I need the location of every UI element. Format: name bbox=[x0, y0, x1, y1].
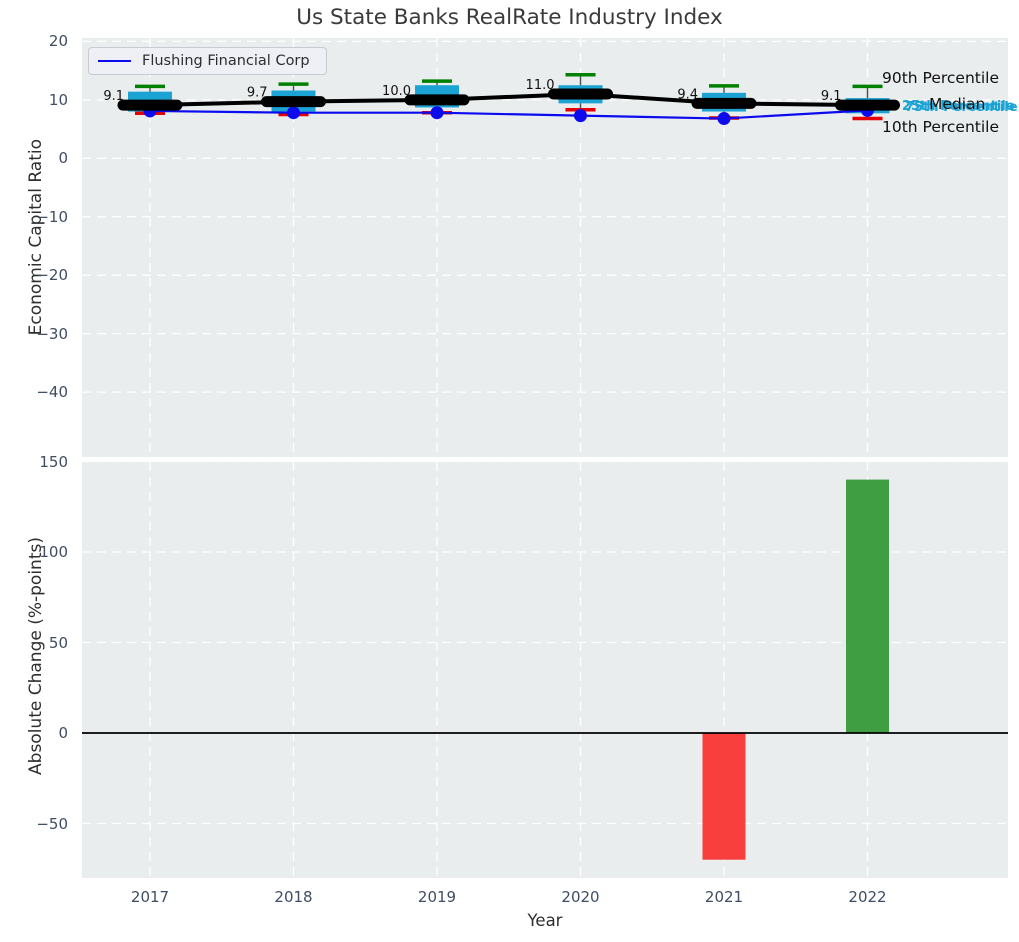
company-point bbox=[717, 112, 731, 126]
y-tick-label: −40 bbox=[36, 383, 68, 402]
y-tick-label: −10 bbox=[36, 207, 68, 226]
median-marker bbox=[691, 97, 757, 109]
y-tick-label: −30 bbox=[36, 324, 68, 343]
x-tick-label: 2018 bbox=[274, 888, 313, 906]
y-tick-label: 10 bbox=[48, 90, 68, 109]
chart-title: Us State Banks RealRate Industry Index bbox=[296, 5, 723, 30]
y-tick-label: 50 bbox=[48, 633, 68, 652]
company-point bbox=[574, 109, 587, 123]
median-value-label: 9.1 bbox=[103, 89, 124, 104]
y-tick-label: 150 bbox=[39, 452, 68, 471]
annotation-10th-percentile: 10th Percentile bbox=[882, 118, 1000, 136]
median-marker bbox=[404, 94, 470, 106]
median-marker bbox=[835, 99, 900, 111]
median-marker bbox=[117, 99, 183, 111]
x-tick-label: 2020 bbox=[561, 888, 600, 906]
legend-line-swatch bbox=[98, 60, 131, 62]
median-value-label: 9.7 bbox=[247, 86, 268, 101]
legend-label: Flushing Financial Corp bbox=[142, 53, 310, 69]
median-marker bbox=[261, 96, 326, 108]
annotation-median: Median bbox=[929, 95, 986, 113]
median-value-label: 11.0 bbox=[526, 78, 555, 93]
change-bar bbox=[702, 733, 746, 860]
y-tick-label: 100 bbox=[39, 543, 68, 561]
annotation-75th-percentile: 75th Percentile bbox=[905, 100, 1018, 115]
y-axis-label-top: Economic Capital Ratio bbox=[26, 139, 46, 336]
change-bar bbox=[846, 479, 889, 733]
legend: Flushing Financial Corp bbox=[88, 47, 327, 75]
annotation-90th-percentile: 90th Percentile bbox=[882, 69, 1000, 87]
median-value-label: 9.1 bbox=[821, 89, 842, 104]
company-point bbox=[287, 106, 300, 120]
x-axis-label: Year bbox=[527, 911, 563, 930]
x-tick-label: 2017 bbox=[130, 888, 170, 906]
median-value-label: 9.4 bbox=[677, 87, 698, 102]
company-point bbox=[430, 106, 444, 120]
y-tick-label: 0 bbox=[58, 149, 68, 168]
annotation-25th-percentile: 25th Percentile bbox=[902, 99, 1015, 114]
y-tick-label: 0 bbox=[58, 724, 68, 742]
y-tick-label: −50 bbox=[36, 814, 68, 833]
x-tick-label: 2019 bbox=[417, 888, 457, 906]
x-tick-label: 2022 bbox=[848, 888, 887, 906]
x-tick-label: 2021 bbox=[704, 888, 744, 906]
company-line bbox=[149, 109, 868, 120]
median-marker bbox=[548, 88, 613, 100]
y-tick-label: 20 bbox=[48, 32, 68, 51]
y-tick-label: −20 bbox=[36, 266, 68, 285]
median-value-label: 10.0 bbox=[382, 84, 411, 99]
